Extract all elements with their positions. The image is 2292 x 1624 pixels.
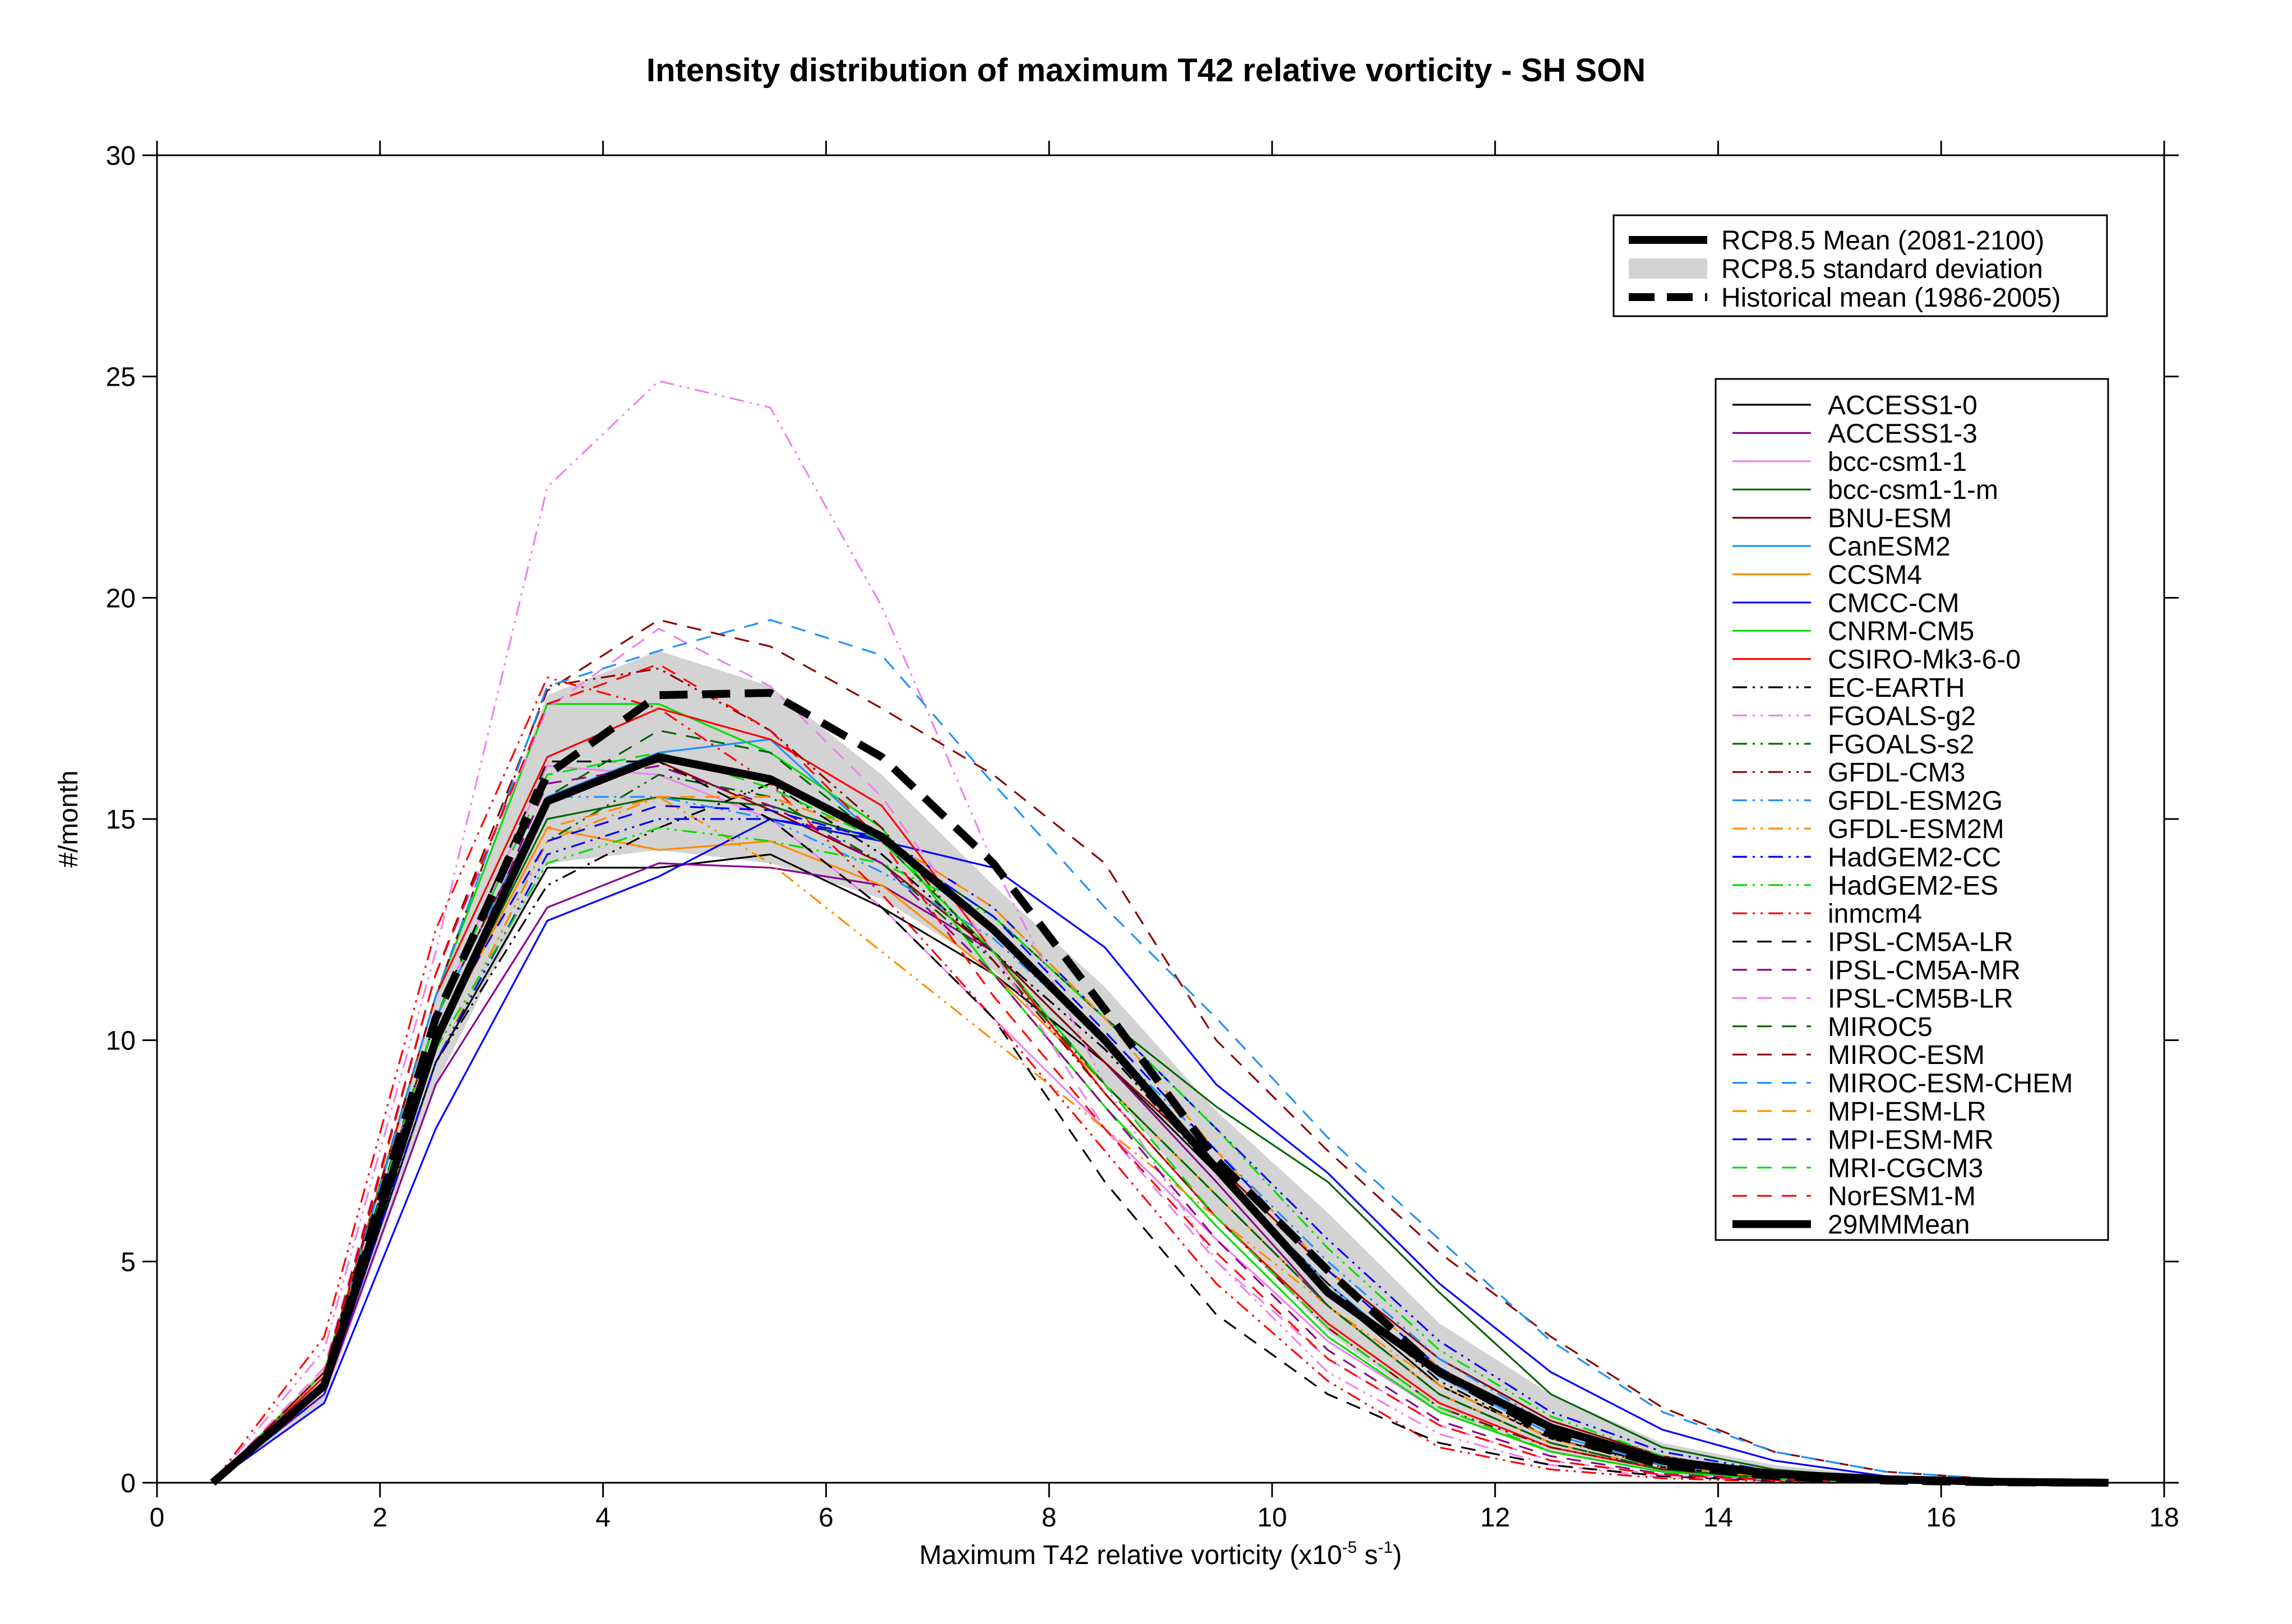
legend-label-20: IPSL-CM5A-MR [1828, 956, 2021, 985]
legend-label-25: MPI-ESM-LR [1828, 1097, 1986, 1127]
x-tick-label-6: 12 [1480, 1503, 1510, 1533]
series-line-18 [212, 676, 2109, 1484]
legend-top-label-1: RCP8.5 standard deviation [1721, 255, 2043, 284]
mean-lines-group [210, 689, 2109, 1487]
legend-label-9: CSIRO-Mk3-6-0 [1828, 645, 2021, 675]
y-tick-label-3: 15 [106, 805, 136, 835]
x-tick-label-0: 0 [150, 1503, 165, 1533]
series-line-13 [212, 667, 2109, 1484]
legend-label-0: ACCESS1-0 [1828, 391, 1977, 420]
legend-label-8: CNRM-CM5 [1828, 617, 1974, 646]
x-tick-label-1: 2 [372, 1503, 387, 1533]
legend-label-3: bcc-csm1-1-m [1828, 475, 1998, 505]
y-tick-label-1: 5 [121, 1247, 136, 1277]
x-tick-label-9: 18 [2149, 1503, 2179, 1533]
std-band [212, 651, 2109, 1483]
y-tick-label-4: 20 [106, 584, 136, 613]
legend-label-22: MIROC5 [1828, 1012, 1933, 1042]
x-axis-label-exp: -5 [1342, 1538, 1357, 1557]
y-tick-label-2: 10 [106, 1026, 136, 1056]
x-tick-label-8: 16 [1926, 1503, 1956, 1533]
x-tick-label-3: 6 [819, 1503, 834, 1533]
x-axis-label-mid: s [1357, 1540, 1378, 1570]
series-line-28 [212, 663, 2109, 1484]
std-band-group [212, 651, 2109, 1483]
axes-group: 0 2 4 6 8 10 12 14 16 18 0 5 10 15 20 25 30 [106, 141, 2179, 1533]
y-tick-label-0: 0 [121, 1469, 136, 1498]
series-line-7 [212, 818, 2109, 1484]
legend-label-1: ACCESS1-3 [1828, 419, 1977, 448]
legend-label-10: EC-EARTH [1828, 673, 1965, 703]
legend-label-29: 29MMMean [1828, 1210, 1970, 1240]
x-tick-label-7: 14 [1703, 1503, 1733, 1533]
series-line-24 [212, 619, 2109, 1484]
x-axis-label: Maximum T42 relative vorticity (x10-5 s-… [919, 1538, 1402, 1570]
legend-label-15: GFDL-ESM2M [1828, 815, 2004, 844]
legend-label-6: CCSM4 [1828, 560, 1922, 590]
x-tick-label-2: 4 [595, 1503, 611, 1533]
series-line-16 [212, 818, 2109, 1484]
series-line-27 [212, 751, 2109, 1484]
series-line-21 [212, 627, 2109, 1484]
x-tick-label-5: 10 [1257, 1503, 1287, 1533]
y-axis-label: #/month [54, 770, 84, 867]
legend-label-7: CMCC-CM [1828, 589, 1960, 618]
legend-models-box [1715, 378, 2109, 1241]
legend-label-18: inmcm4 [1828, 899, 1922, 929]
legend-label-12: FGOALS-s2 [1828, 730, 1974, 760]
legend-label-13: GFDL-CM3 [1828, 758, 1965, 788]
legend-label-16: HadGEM2-CC [1828, 843, 2001, 872]
legend-label-14: GFDL-ESM2G [1828, 786, 2003, 816]
legend-label-5: CanESM2 [1828, 532, 1951, 562]
legend-label-21: IPSL-CM5B-LR [1828, 984, 2013, 1014]
legend-label-26: MPI-ESM-MR [1828, 1125, 1994, 1155]
legend-label-19: IPSL-CM5A-LR [1828, 928, 2013, 957]
legend-label-2: bcc-csm1-1 [1828, 447, 1967, 477]
legend-label-27: MRI-CGCM3 [1828, 1154, 1983, 1183]
legend-label-24: MIROC-ESM-CHEM [1828, 1069, 2073, 1099]
legend-top-label-2: Historical mean (1986-2005) [1721, 283, 2061, 313]
rcp85-mean-line [210, 753, 2109, 1487]
legend-models: ACCESS1-0ACCESS1-3bcc-csm1-1bcc-csm1-1-m… [1715, 378, 2109, 1241]
y-tick-label-6: 30 [106, 141, 136, 171]
legend-label-28: NorESM1-M [1828, 1182, 1976, 1211]
series-line-22 [212, 729, 2109, 1484]
legend-label-17: HadGEM2-ES [1828, 871, 1998, 901]
legend-label-4: BNU-ESM [1828, 504, 1952, 534]
legend-top: RCP8.5 Mean (2081-2100)RCP8.5 standard d… [1612, 214, 2108, 317]
x-axis-label-end: ) [1393, 1540, 1402, 1570]
legend-label-23: MIROC-ESM [1828, 1040, 1985, 1070]
x-tick-label-4: 8 [1042, 1503, 1057, 1533]
x-axis-label-exp2: -1 [1378, 1538, 1393, 1557]
legend-top-swatch-1 [1629, 258, 1707, 279]
y-tick-label-5: 25 [106, 363, 136, 392]
legend-top-label-0: RCP8.5 Mean (2081-2100) [1721, 226, 2044, 256]
x-axis-label-main: Maximum T42 relative vorticity (x10 [919, 1540, 1342, 1570]
legend-label-11: FGOALS-g2 [1828, 701, 1976, 731]
chart-title: Intensity distribution of maximum T42 re… [646, 52, 1646, 89]
